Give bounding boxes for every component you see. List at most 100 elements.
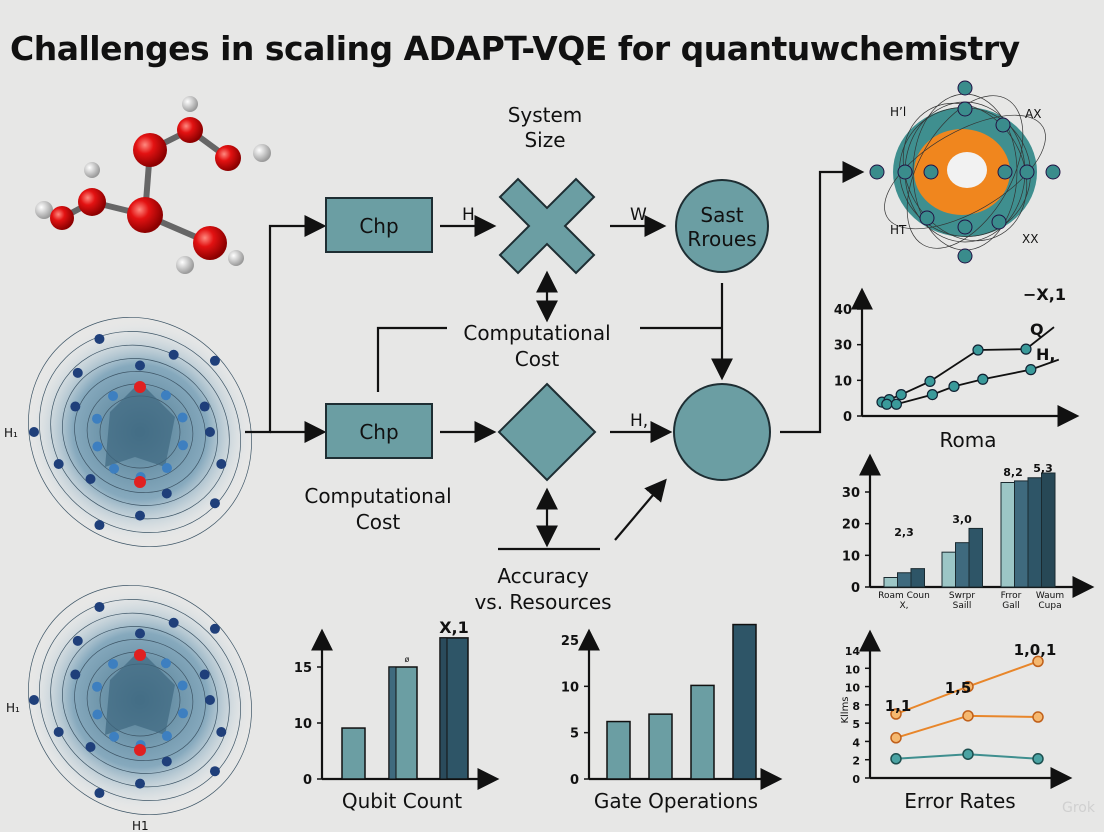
data-label: 2,3 (894, 526, 914, 539)
nucleus-dot (134, 476, 146, 488)
y-tick-label: 5 (570, 727, 579, 742)
bar (941, 551, 956, 588)
data-point (962, 680, 974, 693)
data-label: ø (405, 655, 410, 664)
gate-operations-chart: 0 5 10 25 Gate Operations (561, 623, 783, 813)
orbital-ring (50, 612, 230, 788)
orbital-ring (86, 383, 194, 481)
y-tick-label: 0 (851, 581, 860, 596)
qubit-count-chart: 0 10 15 ø X,1 Qubit Count (294, 618, 500, 813)
data-point (1032, 753, 1044, 765)
blob-label: H1 (132, 819, 149, 832)
circle-node-bottom[interactable] (673, 383, 771, 481)
bar (883, 577, 898, 588)
annotation: 1,0,1 (1014, 641, 1057, 659)
arrow-label-h: H (462, 205, 475, 225)
computational-cost-label: Computational Cost (463, 321, 610, 371)
electron-dot (94, 788, 105, 799)
electron-dot (135, 510, 145, 521)
y-tick-label: 15 (294, 661, 312, 676)
bar (341, 727, 366, 780)
bar (1014, 480, 1029, 588)
electron-dot (108, 390, 119, 401)
data-point (962, 710, 974, 722)
orbital-ring (50, 344, 230, 520)
y-tick-label: 10 (842, 549, 860, 564)
y-tick-label: 30 (834, 339, 852, 354)
nucleus-dot (134, 381, 146, 393)
network-node (995, 117, 1011, 133)
annotation: 1,1 (885, 697, 912, 715)
annotation: Q (1030, 320, 1044, 339)
network-node (957, 80, 973, 96)
network-node (991, 214, 1007, 230)
electron-dot (216, 726, 227, 737)
electron-dot (135, 778, 145, 789)
blob-label: H₁ (6, 701, 20, 715)
electron-dot (135, 628, 145, 639)
orbital-ring (62, 626, 218, 774)
electron-dot (160, 658, 171, 669)
bar (732, 623, 757, 780)
network-node (919, 210, 935, 226)
network-node (897, 164, 913, 180)
orbital-ring (74, 371, 206, 493)
data-point (962, 748, 974, 760)
circle-node-top[interactable]: Sast Rroues (675, 179, 769, 273)
process-box-bottom[interactable]: Chp (325, 403, 433, 459)
bar (1041, 472, 1056, 588)
orbital-ring (28, 317, 252, 547)
electron-dot (209, 355, 220, 366)
data-point (895, 389, 907, 401)
network-node (957, 219, 973, 235)
network-node (923, 164, 939, 180)
y-tick-label: 10 (294, 717, 312, 732)
y-tick-label: 8 (852, 700, 860, 713)
process-box-top[interactable]: Chp (325, 197, 433, 253)
electron-dot (70, 401, 81, 412)
x-tick-label: Waum Cupa (1036, 591, 1064, 611)
bar (968, 527, 983, 588)
nucleus-dot (134, 744, 146, 756)
chart-title: Error Rates (904, 789, 1015, 813)
electron-dot (72, 635, 83, 646)
electron-dot (92, 413, 103, 424)
y-tick-label: 0 (843, 410, 852, 425)
electron-dot (177, 680, 188, 691)
core-shape (105, 650, 175, 735)
x-tick-label: Roam Coun X, (878, 591, 930, 611)
data-point (1032, 655, 1044, 668)
orbital-ring (62, 358, 218, 506)
bar (606, 720, 631, 780)
electron-dot (29, 427, 39, 437)
electron-dot (72, 367, 83, 378)
data-point (890, 753, 902, 765)
orbital-ring (86, 651, 194, 749)
network-label: AX (1025, 107, 1041, 121)
data-point (890, 398, 903, 410)
electron-dot (94, 333, 105, 344)
arrow-label-w: W (630, 205, 647, 225)
watermark: Grok (1062, 800, 1096, 816)
electron-dot (209, 766, 220, 777)
electron-dot (177, 412, 188, 423)
orbital-blob-top (28, 317, 252, 547)
cross-node[interactable] (498, 177, 596, 275)
network-node (957, 248, 973, 264)
electron-dot (53, 458, 64, 469)
chart-title: Qubit Count (342, 789, 462, 813)
electron-dot (94, 520, 105, 531)
network-edge (884, 114, 1046, 230)
bar-segment (439, 637, 448, 780)
diamond-node[interactable] (497, 382, 597, 482)
y-axis-label: Kllms (840, 696, 851, 723)
data-label: 3,0 (952, 513, 972, 526)
chart-title: Gate Operations (594, 789, 758, 813)
data-label: X,1 (439, 618, 469, 637)
x-tick-label: Swrpr Saill (949, 591, 975, 611)
electron-dot (135, 360, 145, 371)
orbital-ring (28, 585, 252, 815)
bar (1027, 477, 1042, 588)
electron-dot (85, 742, 96, 753)
